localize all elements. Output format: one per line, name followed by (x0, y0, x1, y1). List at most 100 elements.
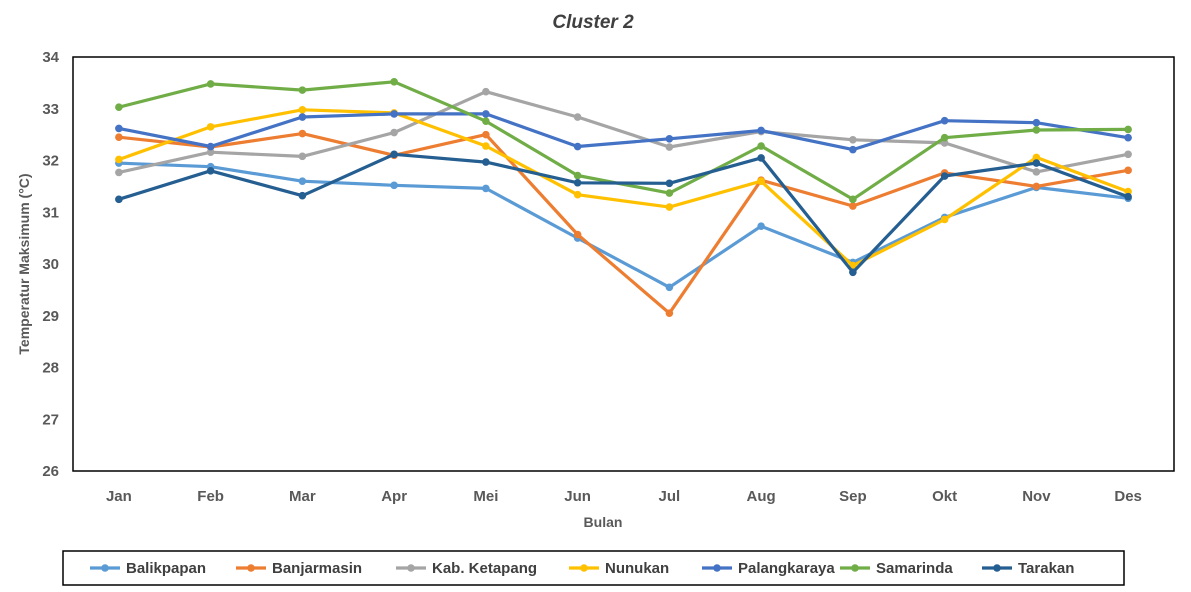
x-tick-label: Jul (659, 488, 681, 505)
data-point-palangkaraya (482, 110, 490, 118)
data-point-kab-ketapang (390, 128, 398, 137)
legend-item-samarinda: Samarinda (840, 560, 953, 577)
legend-swatch-marker (993, 564, 1001, 572)
data-point-samarinda (665, 189, 674, 197)
data-point-banjarmasin (1124, 166, 1132, 175)
legend-label: Palangkaraya (738, 560, 835, 577)
data-point-tarakan (665, 179, 674, 188)
x-tick-label: Mei (473, 488, 498, 505)
series-banjarmasin (115, 129, 1132, 317)
data-point-nunukan (940, 215, 949, 224)
data-point-palangkaraya (940, 116, 949, 125)
data-point-samarinda (849, 195, 857, 204)
y-tick-label: 29 (42, 308, 59, 325)
data-point-banjarmasin (573, 230, 582, 239)
data-point-balikpapan (298, 177, 307, 185)
series-tarakan (115, 150, 1132, 277)
data-point-samarinda (757, 142, 765, 150)
chart-title: Cluster 2 (552, 12, 634, 33)
plot-area-border (72, 56, 1175, 472)
x-axis-title: Bulan (584, 514, 623, 530)
legend-item-kab-ketapang: Kab. Ketapang (396, 560, 537, 577)
series-line-palangkaraya (117, 112, 1130, 152)
data-point-kab-ketapang (849, 136, 857, 144)
legend-item-nunukan: Nunukan (569, 560, 669, 577)
x-tick-label: Okt (932, 488, 957, 505)
data-point-palangkaraya (665, 134, 674, 143)
x-tick-label: Jan (106, 488, 132, 505)
legend-swatch-marker (851, 564, 859, 572)
data-point-palangkaraya (849, 145, 857, 154)
data-point-kab-ketapang (573, 113, 582, 121)
data-point-palangkaraya (115, 124, 123, 133)
data-point-tarakan (298, 191, 307, 200)
data-point-kab-ketapang (206, 148, 215, 157)
data-point-kab-ketapang (665, 143, 674, 151)
series-kab-ketapang (115, 87, 1132, 177)
data-point-tarakan (390, 150, 398, 159)
data-point-samarinda (390, 78, 398, 86)
legend-swatch-marker (101, 564, 109, 572)
data-point-palangkaraya (757, 126, 765, 135)
x-tick-label: Nov (1022, 488, 1051, 505)
x-tick-label: Sep (839, 488, 867, 505)
data-point-samarinda (298, 86, 307, 94)
data-point-nunukan (206, 123, 215, 131)
data-point-samarinda (1124, 125, 1132, 134)
y-tick-label: 31 (42, 204, 59, 221)
data-point-balikpapan (482, 184, 490, 193)
y-tick-label: 32 (42, 153, 59, 170)
legend: Balikpapan Banjarmasin Kab. Ketapang Nunuka… (90, 560, 1074, 577)
data-point-kab-ketapang (298, 152, 307, 161)
data-point-banjarmasin (298, 129, 307, 138)
data-point-nunukan (1032, 153, 1041, 162)
data-point-tarakan (849, 268, 857, 277)
data-point-tarakan (940, 172, 949, 180)
data-point-banjarmasin (849, 202, 857, 210)
y-tick-label: 30 (42, 256, 59, 273)
legend-box (62, 550, 1125, 586)
x-tick-label: Jun (564, 488, 591, 505)
data-point-banjarmasin (665, 309, 674, 317)
data-point-tarakan (206, 167, 215, 175)
data-point-tarakan (115, 195, 123, 204)
legend-label: Nunukan (605, 560, 669, 577)
x-tick-label: Mar (289, 488, 316, 505)
legend-swatch-marker (247, 564, 255, 572)
data-point-kab-ketapang (1124, 150, 1132, 159)
legend-label: Kab. Ketapang (432, 560, 537, 577)
data-point-kab-ketapang (482, 87, 490, 96)
data-point-samarinda (206, 80, 215, 88)
data-point-palangkaraya (390, 110, 398, 118)
legend-label: Tarakan (1018, 560, 1074, 577)
y-tick-label: 34 (42, 49, 59, 66)
y-tick-label: 27 (42, 411, 59, 428)
data-point-nunukan (757, 177, 765, 185)
legend-swatch-marker (713, 564, 721, 572)
data-point-palangkaraya (298, 113, 307, 121)
data-point-palangkaraya (206, 142, 215, 151)
data-point-tarakan (573, 178, 582, 187)
y-tick-label: 26 (42, 463, 59, 480)
x-tick-label: Feb (197, 488, 224, 505)
y-axis-ticks: 26 27 28 29 30 31 32 33 34 (42, 49, 59, 480)
y-tick-label: 33 (42, 101, 59, 118)
data-point-samarinda (482, 117, 490, 125)
y-tick-label: 28 (42, 360, 59, 377)
data-point-balikpapan (390, 181, 398, 190)
data-point-kab-ketapang (115, 168, 123, 177)
data-point-tarakan (1032, 159, 1041, 167)
series-lines (115, 78, 1132, 317)
x-axis-ticks: Jan Feb Mar Apr Mei Jun Jul Aug Sep Okt Nov Des (106, 488, 1142, 505)
data-point-palangkaraya (1124, 133, 1132, 142)
data-point-nunukan (298, 105, 307, 114)
x-tick-label: Apr (381, 488, 407, 505)
series-line-balikpapan (117, 161, 1130, 289)
data-point-banjarmasin (482, 130, 490, 139)
data-point-banjarmasin (1032, 182, 1041, 191)
series-line-nunukan (117, 108, 1130, 268)
y-axis-title: Temperatur Maksimum (°C) (16, 173, 32, 354)
x-tick-label: Des (1114, 488, 1142, 505)
data-point-nunukan (115, 155, 123, 164)
legend-item-palangkaraya: Palangkaraya (702, 560, 835, 577)
